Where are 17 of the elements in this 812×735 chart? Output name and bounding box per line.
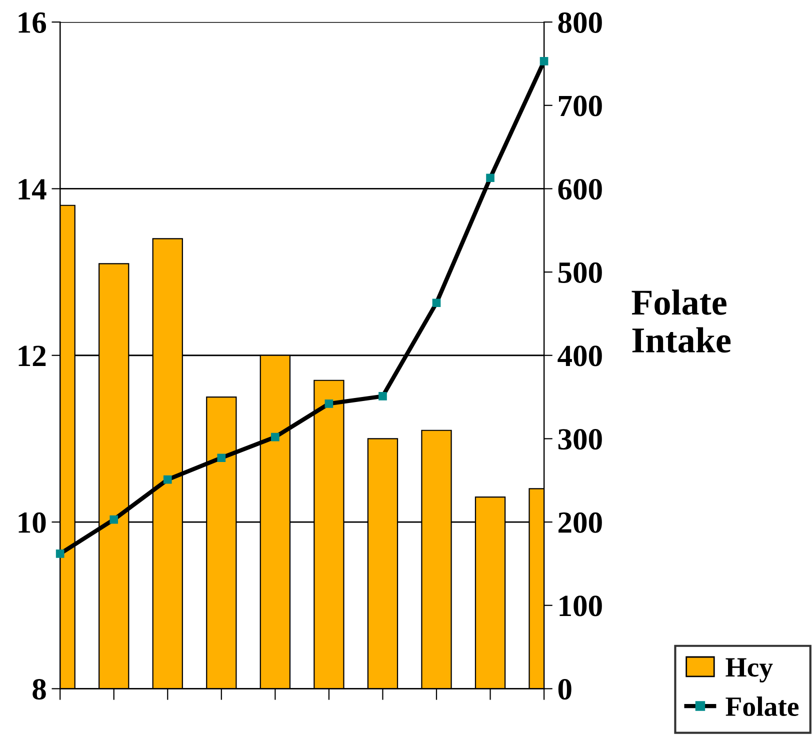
y2-tick-label: 700 (558, 96, 602, 116)
y2-tick-label: 100 (560, 596, 602, 616)
y2-tick-label: 400 (558, 346, 602, 366)
y-tick-label: 16 (18, 12, 46, 33)
y-tick-label: 8 (32, 678, 46, 700)
legend-label: Hcy (726, 658, 773, 682)
y2-tick-label: 300 (558, 428, 602, 450)
legend-label: Folate (726, 696, 799, 716)
y-tick-label: 12 (18, 346, 46, 366)
y2-axis-title: Folate Intake (632, 289, 731, 353)
y-tick-label: 10 (18, 512, 46, 533)
y2-tick-label: 800 (558, 12, 602, 33)
y2-tick-label: 600 (558, 178, 602, 200)
y2-tick-label: 200 (558, 512, 602, 533)
y2-tick-label: 0 (558, 678, 572, 700)
y-tick-label: 14 (18, 179, 46, 200)
y2-tick-label: 500 (558, 262, 602, 283)
